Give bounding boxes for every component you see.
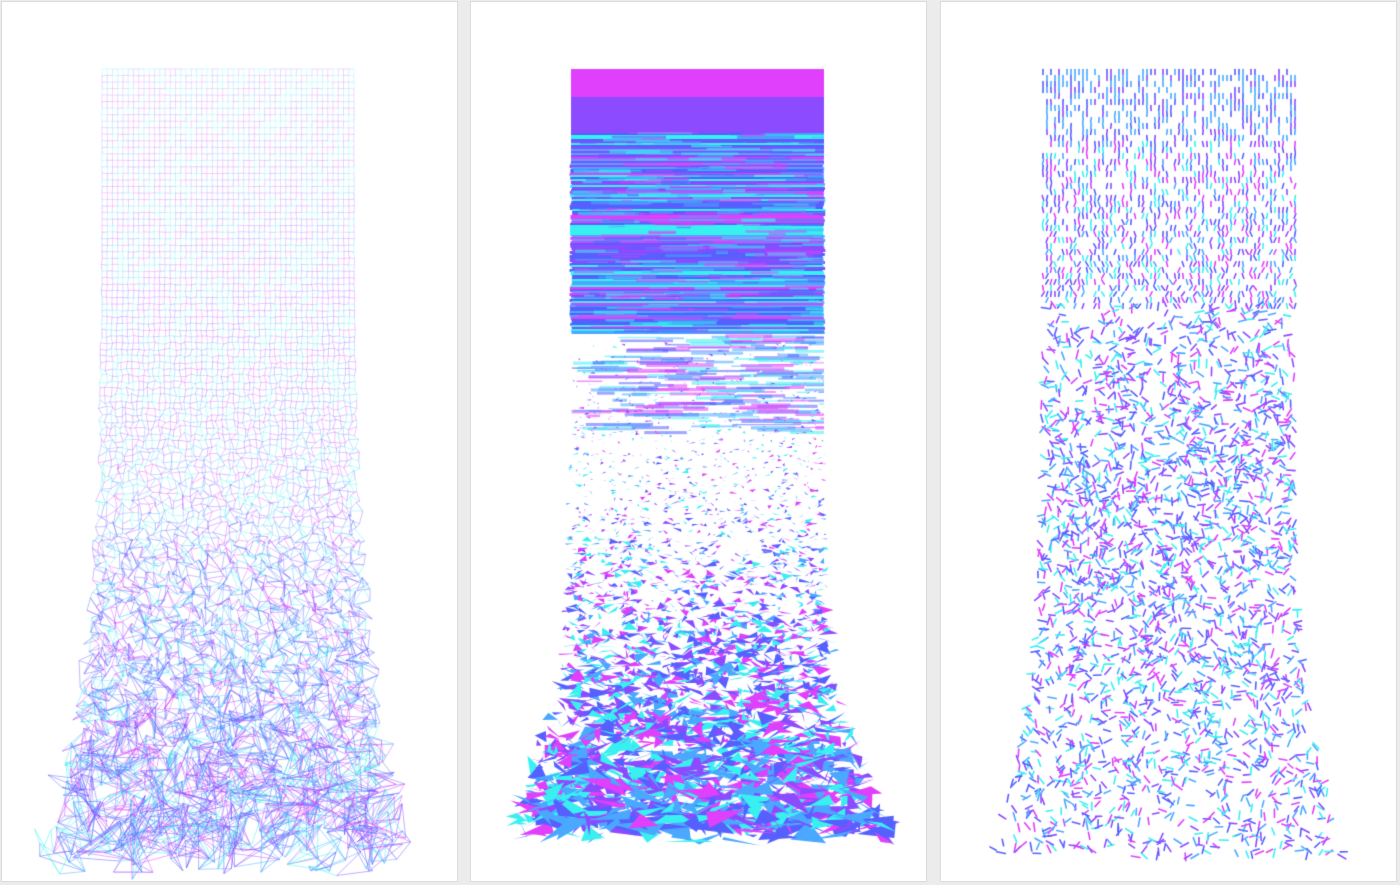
wireframe-grid-panel	[1, 1, 458, 882]
dash-scatter-panel	[940, 1, 1397, 882]
shaded-mesh-artwork	[471, 2, 926, 881]
dash-scatter-artwork	[941, 2, 1396, 881]
shaded-mesh-panel	[470, 1, 927, 882]
wireframe-grid-artwork	[2, 2, 457, 881]
